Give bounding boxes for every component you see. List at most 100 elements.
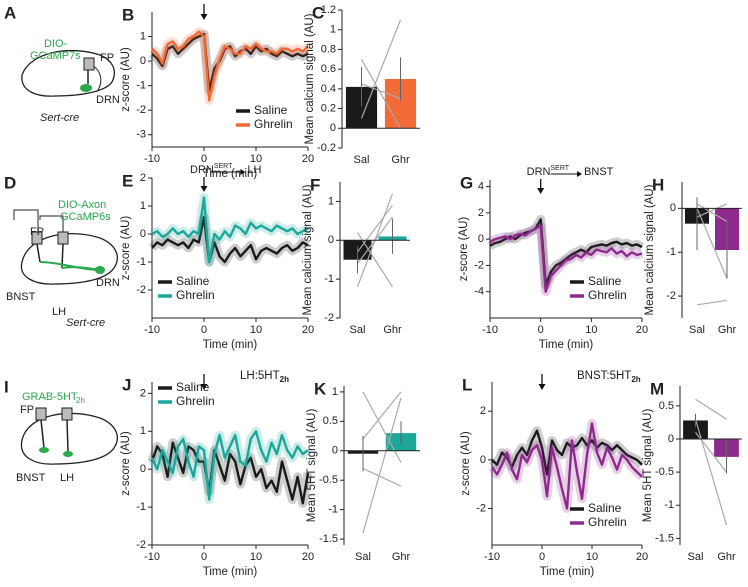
injection-site (39, 447, 49, 453)
legend-label: Ghrelin (176, 394, 215, 408)
y-tick-label: 0.5 (323, 415, 338, 427)
arrow-head (537, 188, 545, 194)
annotation: LH (247, 164, 261, 176)
series-line (151, 30, 309, 102)
legend-label: Ghrelin (588, 288, 627, 302)
bar (683, 420, 708, 439)
x-axis-label: Time (min) (539, 339, 594, 351)
series-line (489, 224, 643, 293)
y-tick-label: 4 (478, 180, 484, 192)
legend-label: Saline (176, 274, 210, 288)
y-tick-label: 2 (480, 405, 486, 417)
series-line (491, 422, 643, 510)
label: FP (30, 226, 44, 238)
y-tick-label: 0.5 (659, 400, 674, 412)
panel-letter: M (650, 379, 664, 398)
x-tick-label: 10 (250, 324, 262, 336)
x-tick-label: -10 (144, 153, 160, 165)
y-tick-label: 2 (140, 172, 146, 184)
panel-letter: I (4, 377, 9, 396)
series-line (151, 196, 309, 264)
y-tick-label: 1 (140, 425, 146, 437)
fiber (40, 419, 45, 449)
label: DIO- (44, 38, 68, 50)
y-tick-label: 0.8 (321, 43, 336, 55)
y-tick-label: -1 (136, 501, 146, 513)
paired-line (360, 19, 402, 119)
x-tick-label: Ghr (718, 324, 737, 336)
y-axis-label: Mean calcium signal (AU) (644, 184, 656, 315)
schematic-d: D DIO-Axon GCaMP6s FP BNST LH DRN Sert-c… (4, 173, 120, 328)
panel-letter: A (4, 3, 16, 22)
panel-letter: F (310, 175, 320, 194)
y-tick-label: -0.5 (655, 466, 674, 478)
legend-label: Saline (254, 103, 288, 117)
panel-letter: H (652, 175, 664, 194)
label: GRAB-5HT (22, 391, 78, 403)
x-tick-label: 10 (250, 551, 262, 563)
label: BNST (6, 291, 36, 303)
x-tick-label: Ghr (391, 154, 410, 166)
x-tick-label: Ghr (717, 551, 736, 563)
fiber (36, 243, 41, 263)
injection-site (63, 451, 73, 457)
fiber-holder (35, 407, 47, 421)
y-axis-label: Mean calcium signal (AU) (304, 13, 316, 144)
series-line (491, 429, 643, 476)
paired-line (694, 418, 728, 526)
fiber-holder (83, 57, 95, 71)
label: Sert-cre (40, 112, 79, 124)
y-tick-label: 0 (668, 433, 674, 445)
paired-line (696, 203, 728, 218)
y-tick-label: -2 (476, 502, 486, 514)
y-axis-label: z-score (AU) (120, 47, 132, 112)
schematic-a: A DIO- GCaMP7s FP DRN Sert-cre (4, 3, 120, 123)
x-tick-label: 10 (250, 153, 262, 165)
y-axis-label: Mean 5HT signal (AU) (642, 409, 654, 523)
x-tick-label: 0 (538, 324, 544, 336)
y-axis-label: Mean calcium signal (AU) (302, 184, 314, 315)
brain-outline (20, 412, 118, 465)
paired-line (695, 398, 727, 420)
axon (39, 261, 101, 271)
paired-line (362, 467, 402, 487)
x-tick-label: Ghr (392, 551, 411, 563)
series-line (150, 430, 309, 501)
y-tick-label: -1 (136, 80, 146, 92)
x-tick-label: -10 (144, 551, 160, 563)
y-tick-label: 0.6 (321, 63, 336, 75)
paired-line (362, 391, 402, 440)
y-tick-label: 1.2 (321, 4, 336, 16)
y-tick-label: -3 (136, 129, 146, 141)
y-axis-label: z-score (AU) (120, 431, 132, 496)
x-tick-label: Sal (689, 324, 705, 336)
y-tick-label: 0 (140, 463, 146, 475)
x-tick-label: 20 (302, 551, 314, 563)
fiber-holder (57, 231, 69, 245)
legend-label: Saline (176, 380, 210, 394)
x-tick-label: 10 (585, 324, 597, 336)
y-tick-label: -2 (136, 104, 146, 116)
injection-site (80, 84, 92, 92)
y-axis-label: z-score (AU) (120, 216, 132, 281)
panel-letter: L (462, 375, 472, 394)
y-tick-label: 0 (140, 55, 146, 67)
y-tick-label: -1 (324, 273, 334, 285)
panel-letter: G (460, 173, 473, 192)
y-tick-label: -1.5 (319, 533, 338, 545)
legend-label: Saline (588, 274, 622, 288)
x-axis-label: Time (min) (203, 566, 258, 578)
y-tick-label: -2 (136, 539, 146, 551)
arrow-head (200, 186, 208, 192)
brain-outline (21, 49, 115, 97)
arrow-head (200, 384, 208, 390)
y-tick-label: -1 (666, 246, 676, 258)
y-tick-label: -2 (136, 284, 146, 296)
x-tick-label: -10 (482, 324, 498, 336)
y-tick-label: -1 (664, 499, 674, 511)
x-tick-label: Sal (350, 324, 366, 336)
paired-line (356, 232, 394, 288)
y-tick-label: 1 (332, 386, 338, 398)
label: DRN (96, 277, 120, 289)
label: DIO-Axon (58, 199, 106, 211)
